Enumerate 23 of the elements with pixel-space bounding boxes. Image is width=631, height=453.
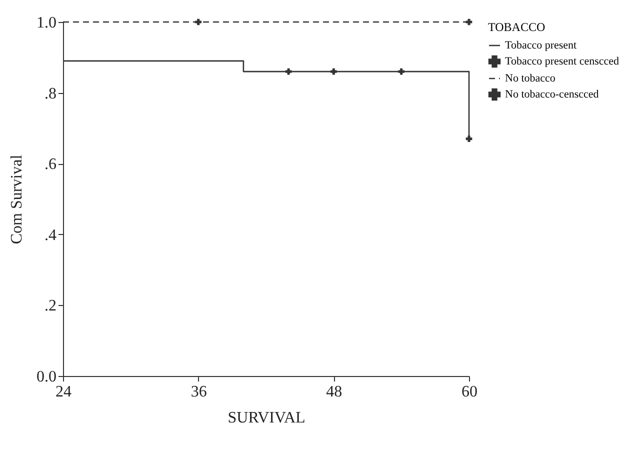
legend-label: No tobacco-censcced: [505, 88, 600, 100]
point: [285, 68, 292, 75]
point: [466, 136, 472, 142]
legend-label: Tobacco present censcced: [505, 56, 620, 68]
x-axis-title: SURVIVAL: [228, 410, 306, 426]
x-tick-label: 60: [462, 384, 478, 400]
x-tick-label: 48: [326, 384, 342, 400]
y-axis-title: Com Survival: [8, 154, 26, 244]
point: [195, 18, 202, 26]
y-tick-label: 1.0: [36, 14, 56, 32]
legend-label: Tobacco present: [505, 40, 577, 52]
point: [330, 68, 337, 75]
legend-label: No tobacco: [505, 72, 556, 84]
y-tick-label: 0.0: [36, 368, 56, 386]
y-tick-label: .4: [44, 226, 56, 244]
y-tick-label: .8: [44, 85, 56, 102]
x-tick-label: 24: [56, 384, 72, 400]
point: [466, 18, 472, 26]
legend-title: TOBACCO: [488, 20, 546, 34]
y-tick-label: .6: [44, 156, 56, 174]
y-tick-label: .2: [44, 298, 56, 315]
point: [398, 68, 404, 75]
x-tick-label: 36: [190, 384, 207, 400]
